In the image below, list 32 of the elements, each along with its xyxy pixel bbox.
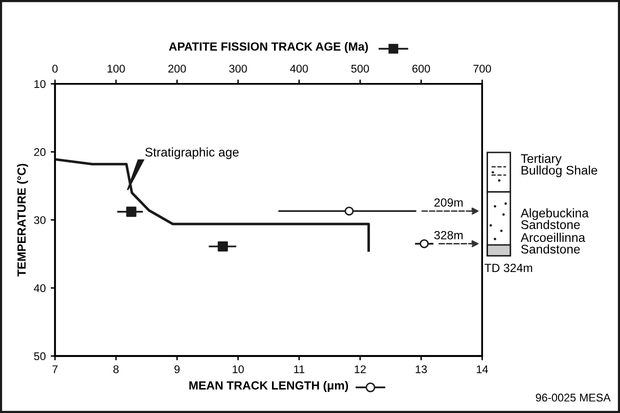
- text: Tertiary Bulldog Shale: [520, 154, 598, 178]
- x-tick-label: 10: [232, 365, 244, 374]
- x2-tick-label: 600: [412, 64, 430, 73]
- x-axis-title: MEAN TRACK LENGTH (μm): [189, 380, 348, 392]
- text: 96-0025 MESA: [536, 394, 611, 402]
- annotation: 328m: [434, 231, 463, 240]
- annotation: Stratigraphic age: [145, 147, 239, 160]
- x-tick-label: 14: [476, 365, 488, 374]
- y-axis-title: TEMPERATURE (°C): [17, 164, 28, 276]
- x-tick-label: 7: [52, 365, 58, 374]
- x2-tick-label: 300: [229, 64, 247, 73]
- text: Arcoeillinna Sandstone: [520, 232, 586, 254]
- x2-tick-label: 500: [351, 64, 369, 73]
- x-tick-label: 9: [174, 365, 180, 374]
- x-tick-label: 12: [354, 365, 366, 374]
- y-tick-label: 40: [34, 284, 46, 292]
- x2-tick-label: 100: [108, 64, 125, 73]
- y-tick-label: 50: [34, 352, 46, 360]
- x2-axis-title: APATITE FISSION TRACK AGE (Ma): [168, 42, 368, 54]
- annotation: 209m: [434, 198, 463, 207]
- x2-tick-label: 200: [168, 64, 186, 73]
- y-tick-label: 10: [34, 80, 46, 88]
- text: TD 324m: [484, 264, 532, 272]
- x-tick-label: 8: [113, 365, 119, 374]
- text: Algebuckina Sandstone: [520, 208, 589, 230]
- x-tick-label: 13: [416, 365, 427, 374]
- x-tick-label: 11: [294, 365, 304, 374]
- x2-tick-label: 700: [473, 64, 492, 73]
- x2-tick-label: 0: [52, 64, 58, 73]
- y-tick-label: 30: [34, 216, 46, 224]
- x2-tick-label: 400: [290, 64, 308, 73]
- y-tick-label: 20: [34, 148, 46, 156]
